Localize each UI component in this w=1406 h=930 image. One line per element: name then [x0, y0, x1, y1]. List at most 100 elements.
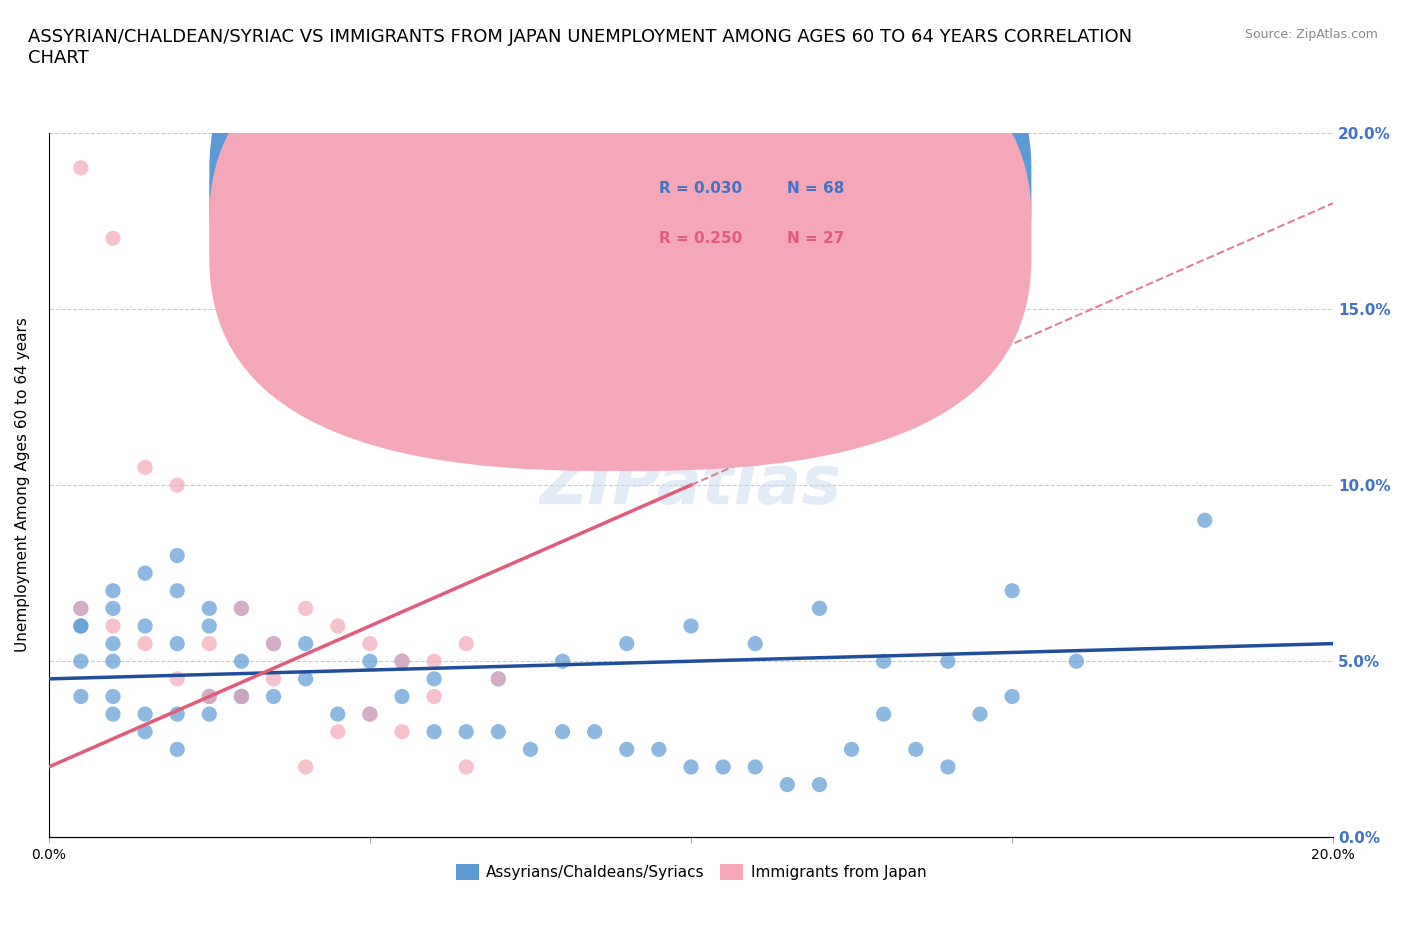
Point: [263, 689, 285, 704]
Point: [101, 618, 124, 633]
Point: [486, 671, 509, 686]
Point: [101, 601, 124, 616]
Point: [841, 742, 863, 757]
Point: [101, 689, 124, 704]
Point: [70, 689, 93, 704]
Point: [359, 707, 381, 722]
FancyBboxPatch shape: [562, 175, 910, 281]
Point: [359, 636, 381, 651]
Point: [294, 760, 316, 775]
Point: [231, 601, 253, 616]
Point: [134, 460, 156, 475]
Point: [648, 742, 671, 757]
Point: [70, 601, 93, 616]
Point: [166, 671, 188, 686]
Point: [101, 636, 124, 651]
Point: [679, 618, 702, 633]
Point: [70, 654, 93, 669]
Point: [1066, 654, 1088, 669]
Point: [456, 636, 478, 651]
Text: R = 0.250: R = 0.250: [659, 231, 742, 246]
Point: [166, 583, 188, 598]
Point: [711, 760, 734, 775]
Point: [101, 654, 124, 669]
Point: [808, 601, 831, 616]
Point: [134, 636, 156, 651]
Point: [744, 760, 766, 775]
Point: [583, 724, 606, 739]
Point: [391, 654, 413, 669]
Point: [134, 724, 156, 739]
Point: [263, 671, 285, 686]
Point: [359, 654, 381, 669]
Text: N = 27: N = 27: [787, 231, 845, 246]
Point: [326, 618, 349, 633]
Point: [70, 601, 93, 616]
Point: [198, 618, 221, 633]
Point: [166, 478, 188, 493]
FancyBboxPatch shape: [209, 6, 1032, 471]
Legend: Assyrians/Chaldeans/Syriacs, Immigrants from Japan: Assyrians/Chaldeans/Syriacs, Immigrants …: [450, 858, 932, 886]
Point: [231, 601, 253, 616]
Point: [70, 160, 93, 175]
Point: [294, 636, 316, 651]
Point: [616, 636, 638, 651]
Point: [198, 689, 221, 704]
Text: N = 68: N = 68: [787, 181, 845, 196]
Point: [101, 707, 124, 722]
Point: [263, 636, 285, 651]
Point: [969, 707, 991, 722]
Point: [294, 601, 316, 616]
Point: [808, 777, 831, 792]
Point: [744, 636, 766, 651]
Point: [198, 636, 221, 651]
Point: [231, 654, 253, 669]
Point: [423, 724, 446, 739]
Point: [551, 724, 574, 739]
Point: [70, 618, 93, 633]
Point: [391, 724, 413, 739]
Text: ASSYRIAN/CHALDEAN/SYRIAC VS IMMIGRANTS FROM JAPAN UNEMPLOYMENT AMONG AGES 60 TO : ASSYRIAN/CHALDEAN/SYRIAC VS IMMIGRANTS F…: [28, 28, 1132, 67]
Point: [1001, 583, 1024, 598]
Point: [134, 565, 156, 580]
Point: [263, 636, 285, 651]
Point: [198, 601, 221, 616]
Point: [391, 654, 413, 669]
Point: [166, 742, 188, 757]
Point: [423, 654, 446, 669]
Point: [359, 707, 381, 722]
Point: [456, 724, 478, 739]
Point: [1001, 689, 1024, 704]
Point: [486, 724, 509, 739]
Text: ZIPatlas: ZIPatlas: [540, 452, 842, 518]
Point: [134, 707, 156, 722]
FancyBboxPatch shape: [209, 0, 1032, 421]
Point: [936, 654, 959, 669]
Point: [231, 689, 253, 704]
Point: [904, 742, 927, 757]
Point: [198, 707, 221, 722]
Point: [776, 777, 799, 792]
Point: [873, 707, 896, 722]
Point: [519, 742, 541, 757]
Text: Source: ZipAtlas.com: Source: ZipAtlas.com: [1244, 28, 1378, 41]
Point: [873, 654, 896, 669]
Point: [391, 689, 413, 704]
Point: [326, 724, 349, 739]
Point: [231, 689, 253, 704]
Point: [231, 689, 253, 704]
Point: [423, 689, 446, 704]
Text: R = 0.030: R = 0.030: [659, 181, 742, 196]
Point: [166, 636, 188, 651]
Point: [101, 583, 124, 598]
Point: [294, 671, 316, 686]
Point: [101, 231, 124, 246]
Point: [679, 760, 702, 775]
Point: [423, 671, 446, 686]
Point: [616, 742, 638, 757]
Point: [1194, 512, 1216, 527]
Point: [134, 618, 156, 633]
Point: [166, 548, 188, 563]
Point: [936, 760, 959, 775]
Point: [326, 707, 349, 722]
